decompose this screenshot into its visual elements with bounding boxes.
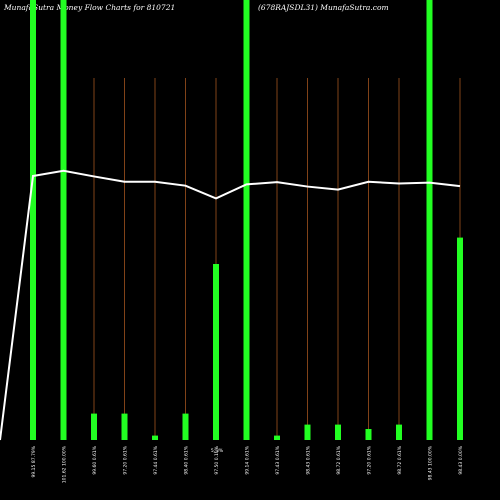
chart-subtitle: (678RAJSDL31) MunafaSutra.com — [258, 3, 389, 12]
bar — [182, 413, 189, 440]
x-tick-label: 98.40 0.61% — [184, 445, 190, 474]
bar — [121, 413, 128, 440]
bar — [335, 424, 341, 440]
x-tick-label: 98.43 0.61% — [306, 445, 312, 474]
chart-title: MunafaSutra Money Flow Charts for 810721 — [4, 3, 176, 12]
x-tick-label: 99.15 87.79% — [31, 445, 37, 477]
bar — [213, 264, 219, 440]
bar — [60, 0, 67, 440]
x-tick-label: 97.20 0.61% — [123, 445, 129, 474]
x-tick-label: 98.72 0.61% — [336, 445, 342, 474]
bar — [243, 0, 250, 440]
bar — [365, 429, 372, 440]
bar — [91, 413, 97, 440]
bar — [30, 0, 36, 440]
bar — [396, 424, 402, 440]
bar — [274, 435, 280, 440]
x-tick-label: 99.14 0.61% — [245, 445, 251, 474]
bar — [304, 424, 311, 440]
series-line — [0, 169, 461, 441]
x-tick-label: 98.43 100.00% — [428, 445, 434, 480]
x-tick-label: 97.44 0.61% — [153, 445, 159, 474]
bar — [426, 0, 433, 440]
bar — [152, 435, 158, 440]
bar — [457, 237, 463, 440]
x-tick-label: 98.72 0.61% — [397, 445, 403, 474]
x-extra-label: 5_3% — [211, 448, 224, 454]
x-tick-label: 97.50 0.10% — [214, 445, 220, 474]
x-tick-label: 97.43 0.61% — [275, 445, 281, 474]
x-tick-label: 99.60 0.61% — [92, 445, 98, 474]
x-tick-label: 97.20 0.61% — [367, 445, 373, 474]
x-tick-label: 101.62 100.00% — [62, 445, 68, 483]
x-tick-label: 98.43 0.00% — [458, 445, 464, 474]
